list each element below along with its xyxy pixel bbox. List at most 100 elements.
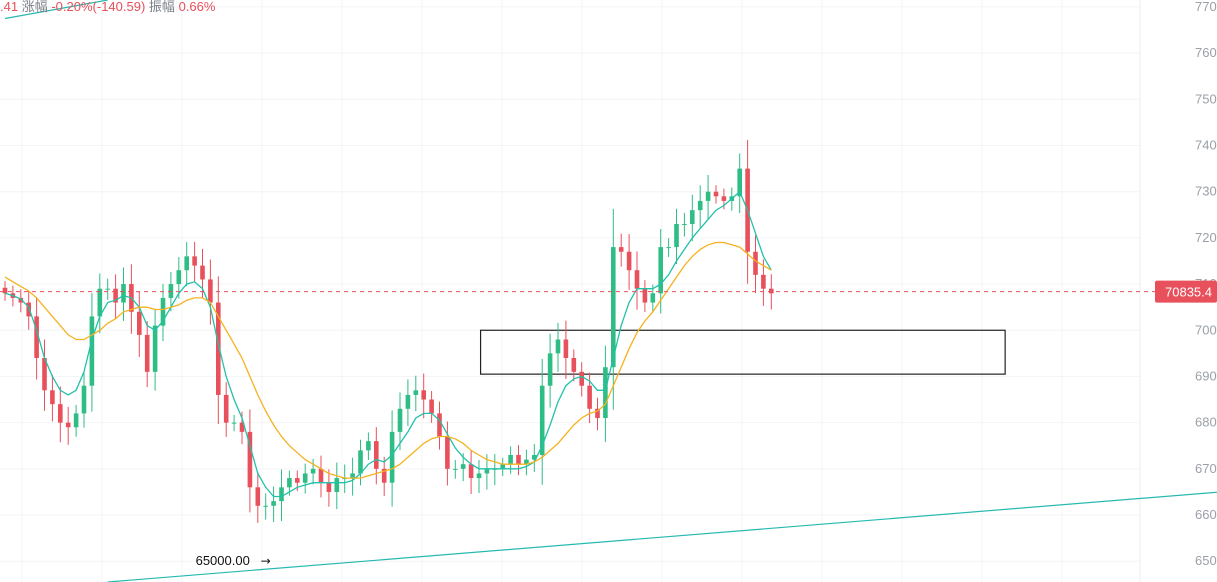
candle-body (105, 288, 110, 290)
candle-body (437, 413, 442, 437)
amplitude-value: 0.66% (178, 0, 216, 14)
candle-body (690, 210, 695, 225)
candle-body (721, 196, 727, 201)
candle-body (555, 339, 561, 354)
low-price-annotation: 65000.00 (196, 553, 250, 568)
y-tick-label: 65000.00 (1195, 553, 1217, 568)
candle-body (405, 394, 411, 409)
candle-body (539, 385, 545, 455)
candle-body (65, 422, 71, 428)
candle-body (753, 251, 758, 275)
candle-body (611, 247, 616, 368)
moving-average-fast (4, 190, 772, 498)
candle-body (184, 256, 189, 271)
candle-body (579, 371, 584, 386)
candle-body (516, 454, 521, 465)
candle-body (231, 422, 237, 424)
y-tick-label: 69000.00 (1195, 368, 1217, 383)
candle-body (682, 224, 687, 226)
candle-body (650, 293, 656, 303)
candle-body (144, 334, 150, 372)
candle-body (413, 390, 419, 395)
current-price-label: 70835.4 (1165, 285, 1212, 300)
candle-body (152, 325, 158, 372)
candle-body (453, 468, 458, 470)
moving-average-slow (4, 241, 772, 479)
candle-body (571, 357, 577, 372)
candle-body (674, 224, 679, 248)
y-tick-label: 68000.00 (1195, 415, 1217, 430)
candle-body (168, 284, 174, 298)
candle-body (263, 505, 268, 507)
candle-body (547, 353, 553, 386)
candle-body (208, 279, 213, 303)
ticker-info-bar: .41 涨幅 -0.20%(-140.59) 振幅 0.66% (0, 0, 215, 15)
candle-body (761, 274, 766, 289)
price-fragment: .41 (0, 0, 19, 14)
candle-body (334, 478, 340, 492)
candle-body (302, 473, 308, 483)
candle-body (216, 302, 221, 395)
candle-body (255, 487, 261, 506)
candle-body (524, 459, 529, 465)
y-tick-label: 67000.00 (1195, 461, 1217, 476)
candle-body (595, 408, 600, 419)
change-value: -0.20%(-140.59) (51, 0, 146, 14)
candle-body (697, 200, 703, 211)
candle-body (666, 247, 671, 249)
candle-body (34, 316, 39, 358)
candle-body (279, 487, 284, 502)
candle-body (532, 454, 537, 460)
candle-body (634, 270, 640, 289)
candle-body (397, 408, 403, 432)
candle-body (318, 468, 324, 483)
candle-body (2, 287, 8, 294)
candle-body (239, 422, 245, 432)
trendline-1 (4, 0, 108, 20)
candle-body (89, 316, 95, 386)
candle-body (73, 413, 79, 428)
candle-body (200, 265, 205, 280)
y-tick-label: 66000.00 (1195, 507, 1217, 522)
candle-body (50, 390, 55, 405)
candle-body (366, 441, 371, 451)
candle-body (271, 501, 276, 506)
candle-body (358, 450, 363, 474)
change-label: 涨幅 (21, 0, 48, 14)
candle-body (247, 431, 253, 488)
candle-body (500, 464, 505, 469)
y-tick-label: 73000.00 (1195, 184, 1217, 199)
candle-body (429, 399, 434, 414)
candle-body (113, 288, 118, 303)
candle-body (460, 464, 466, 469)
candle-body (587, 385, 592, 409)
price-zone-box (479, 329, 1006, 375)
candle-body (374, 441, 379, 469)
arrow-icon: → (261, 554, 271, 568)
candle-body (81, 385, 87, 414)
candle-body (58, 404, 63, 423)
candle-body (381, 468, 387, 483)
candle-body (705, 191, 711, 201)
candle-body (484, 468, 490, 474)
candle-body (642, 288, 648, 303)
y-tick-label: 75000.00 (1195, 91, 1217, 106)
y-tick-label: 72000.00 (1195, 230, 1217, 245)
candle-body (97, 288, 103, 317)
candle-body (310, 468, 316, 474)
candle-body (468, 464, 474, 479)
current-price-tag (1155, 280, 1217, 303)
candle-body (421, 390, 426, 400)
candle-body (160, 297, 166, 326)
candle-body (26, 302, 31, 317)
candle-body (713, 191, 719, 197)
trendline-2 (107, 491, 1217, 582)
candle-body (769, 288, 774, 294)
y-tick-label: 70000.00 (1195, 322, 1217, 337)
y-tick-label: 74000.00 (1195, 138, 1217, 153)
candle-body (176, 270, 182, 285)
candle-body (295, 478, 300, 483)
y-tick-label: 77000.00 (1195, 0, 1217, 14)
